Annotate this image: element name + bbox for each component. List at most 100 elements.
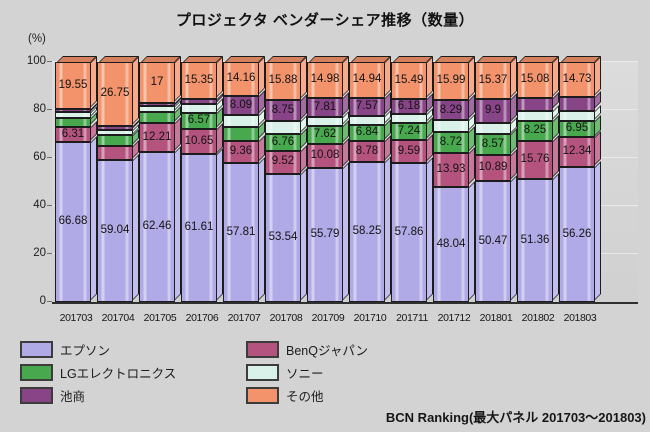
segment-その他-201709: 14.98 [307,62,343,98]
segment-その他-201704: 26.75 [97,62,133,127]
segment-池商-201803 [559,97,595,111]
x-axis-label-201705: 201705 [143,312,177,324]
bar-201705: 17 12.21 62.46 [139,62,181,302]
y-axis-label-100: 100 [26,55,46,67]
legend-item-ソニー: ソニー [246,362,472,383]
bar-stack: 15.08 8.25 15.76 51.36 [517,62,553,302]
y-tick-0 [47,301,52,302]
segment-その他-201706: 15.35 [181,62,217,99]
legend-swatch [20,341,53,358]
segment-ソニー-201706 [181,103,217,113]
value-label: 50.47 [478,234,508,247]
value-label: 14.94 [352,73,382,86]
segment-ソニー-201801 [475,122,511,135]
bar-201707: 14.16 8.09 9.36 57.81 [223,62,265,302]
legend-swatch [246,341,279,358]
segment-BenQジャパン-201704 [97,146,133,161]
value-label: 8.75 [271,103,295,116]
x-axis-label-201703: 201703 [59,312,93,324]
segment-エプソン-201803: 56.26 [559,166,595,302]
x-axis-label-201712: 201712 [437,312,471,324]
value-label: 57.86 [394,225,424,238]
segment-その他-201707: 14.16 [223,62,259,96]
segment-エプソン-201801: 50.47 [475,180,511,302]
segment-LGエレクトロニクス-201706: 6.57 [181,112,217,129]
segment-池商-201707: 8.09 [223,95,259,116]
segment-池商-201708: 8.75 [265,100,301,122]
segment-ソニー-201802 [517,110,553,122]
segment-BenQジャパン-201708: 9.52 [265,150,301,174]
y-axis-label-40: 40 [33,199,46,211]
x-axis-labels: 201703 201704 201705 201706 201707 201708 2017… [55,312,601,324]
segment-LGエレクトロニクス-201711: 7.24 [391,122,427,141]
value-label: 9.52 [271,155,295,168]
bar-stack: 15.35 6.57 10.65 61.61 [181,62,217,302]
bar-stack: 14.98 7.81 7.62 10.08 55.79 [307,62,343,302]
value-label: 12.21 [142,130,172,143]
segment-BenQジャパン-201711: 9.59 [391,140,427,164]
y-tick-60 [47,157,52,158]
x-axis-label-201711: 201711 [396,312,428,324]
bar-201706: 15.35 6.57 10.65 61.61 [181,62,223,302]
value-label: 9.59 [397,144,421,157]
value-label: 7.24 [397,124,421,137]
segment-BenQジャパン-201707: 9.36 [223,140,259,164]
segment-ソニー-201708 [265,121,301,135]
segment-LGエレクトロニクス-201709: 7.62 [307,125,343,144]
value-label: 55.79 [310,228,340,241]
x-axis-label-201709: 201709 [311,312,345,324]
value-label: 14.73 [562,72,592,85]
segment-エプソン-201710: 58.25 [349,162,385,302]
segment-その他-201801: 15.37 [475,62,511,99]
value-label: 58.25 [352,225,382,238]
segment-エプソン-201706: 61.61 [181,154,217,302]
bar-201802: 15.08 8.25 15.76 51.36 [517,62,559,302]
value-label: 17 [150,75,164,88]
bars-row: 19.55 6.31 66.68 26.75 59.04 17 12.21 62.46 15.3… [55,62,601,302]
legend: エプソン LGエレクトロニクス 池商 BenQジャパン ソニー その他 [20,339,472,406]
x-axis-label-201801: 201801 [479,312,513,324]
value-label: 7.57 [355,100,379,113]
value-label: 14.98 [310,73,340,86]
legend-label: 池商 [60,390,86,404]
y-axis-label-0: 0 [39,295,46,307]
value-label: 15.37 [478,73,508,86]
value-label: 6.18 [397,99,421,112]
value-label: 66.68 [58,215,88,228]
value-label: 9.9 [485,104,501,117]
legend-item-その他: その他 [246,385,472,406]
bar-stack: 17 12.21 62.46 [139,62,175,302]
bar-stack: 26.75 59.04 [97,62,133,302]
value-label: 9.36 [229,145,253,158]
legend-swatch [246,364,279,381]
segment-池商-201710: 7.57 [349,97,385,117]
segment-池商-201709: 7.81 [307,97,343,117]
value-label: 10.08 [310,149,340,162]
legend-swatch [246,387,279,404]
segment-池商-201801: 9.9 [475,98,511,123]
segment-エプソン-201705: 62.46 [139,152,175,302]
value-label: 57.81 [226,225,256,238]
segment-ソニー-201710 [349,116,385,125]
legend-label: LGエレクトロニクス [60,367,177,381]
y-tick-100 [47,61,52,62]
segment-ソニー-201707 [223,115,259,128]
value-label: 6.84 [355,126,379,139]
y-tick-80 [47,109,52,110]
value-label: 7.62 [313,128,337,140]
value-label: 6.95 [565,122,589,135]
bar-201711: 15.49 6.18 7.24 9.59 57.86 [391,62,433,302]
segment-エプソン-201704: 59.04 [97,160,133,302]
x-axis-label-201802: 201802 [521,312,555,324]
value-label: 8.29 [439,103,463,116]
bar-stack: 15.99 8.29 8.72 13.93 48.04 [433,62,469,302]
value-label: 61.61 [184,221,214,234]
value-label: 7.81 [313,100,337,113]
legend-item-LGエレクトロニクス: LGエレクトロニクス [20,362,246,383]
value-label: 51.36 [520,233,550,246]
segment-BenQジャパン-201703: 6.31 [55,126,91,142]
segment-BenQジャパン-201803: 12.34 [559,137,595,167]
y-axis-label-60: 60 [33,151,46,163]
y-tick-40 [47,205,52,206]
